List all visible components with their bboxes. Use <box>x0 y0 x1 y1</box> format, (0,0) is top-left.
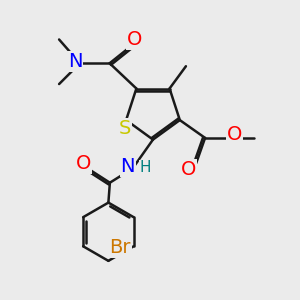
Text: N: N <box>121 157 135 176</box>
Text: O: O <box>181 160 196 178</box>
Text: H: H <box>140 160 151 175</box>
Text: O: O <box>127 30 142 49</box>
Text: S: S <box>118 119 131 138</box>
Text: N: N <box>68 52 83 71</box>
Text: O: O <box>75 154 91 173</box>
Text: O: O <box>227 125 242 144</box>
Text: Br: Br <box>110 238 131 257</box>
